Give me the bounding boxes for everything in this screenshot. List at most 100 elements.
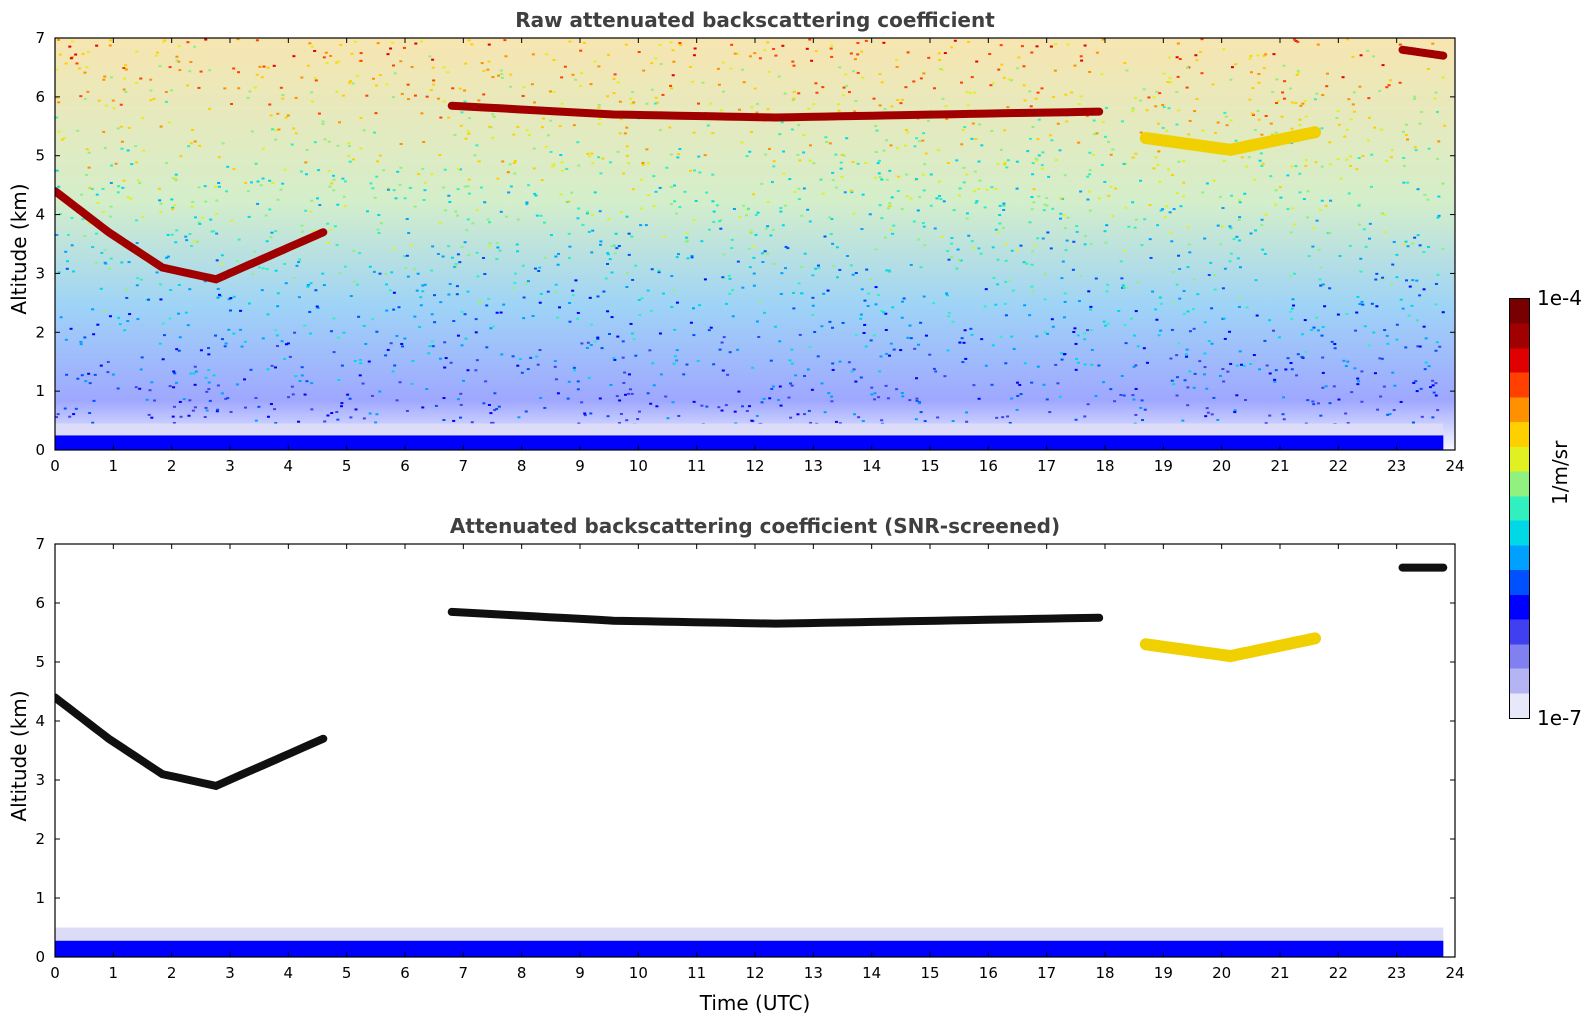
noise-speck bbox=[733, 410, 737, 413]
x-tick-label: 3 bbox=[225, 457, 235, 475]
noise-speck bbox=[1264, 422, 1268, 425]
noise-speck bbox=[1074, 342, 1078, 345]
noise-speck bbox=[886, 397, 890, 400]
noise-speck bbox=[1083, 234, 1087, 237]
noise-speck bbox=[327, 169, 331, 172]
noise-speck bbox=[1379, 128, 1383, 131]
noise-speck bbox=[977, 397, 981, 400]
noise-speck bbox=[908, 399, 912, 402]
noise-speck bbox=[274, 129, 278, 132]
noise-speck bbox=[1404, 240, 1408, 243]
noise-speck bbox=[916, 209, 920, 212]
noise-speck bbox=[1056, 382, 1060, 385]
noise-speck bbox=[1103, 135, 1107, 138]
noise-speck bbox=[721, 90, 725, 93]
noise-speck bbox=[671, 49, 675, 52]
noise-speck bbox=[1293, 223, 1297, 226]
noise-speck bbox=[1065, 239, 1069, 242]
noise-speck bbox=[455, 214, 459, 217]
noise-speck bbox=[853, 413, 857, 416]
noise-speck bbox=[391, 41, 395, 44]
noise-speck bbox=[228, 309, 232, 312]
noise-speck bbox=[135, 284, 139, 287]
noise-speck bbox=[1105, 106, 1109, 109]
noise-speck bbox=[91, 246, 95, 249]
noise-speck bbox=[232, 295, 236, 298]
noise-speck bbox=[619, 118, 623, 121]
noise-speck bbox=[493, 409, 497, 412]
noise-speck bbox=[962, 341, 966, 344]
noise-speck bbox=[784, 245, 788, 248]
noise-speck bbox=[720, 409, 724, 412]
noise-speck bbox=[276, 292, 280, 295]
noise-speck bbox=[670, 275, 674, 278]
noise-speck bbox=[433, 321, 437, 324]
noise-speck bbox=[341, 94, 345, 97]
noise-speck bbox=[1079, 275, 1083, 278]
noise-speck bbox=[1229, 252, 1233, 255]
noise-speck bbox=[630, 392, 634, 395]
noise-speck bbox=[147, 413, 151, 416]
noise-speck bbox=[1388, 79, 1392, 82]
noise-speck bbox=[399, 60, 403, 63]
noise-speck bbox=[764, 153, 768, 156]
noise-speck bbox=[297, 420, 301, 423]
noise-speck bbox=[960, 81, 964, 84]
noise-speck bbox=[1097, 197, 1101, 200]
noise-speck bbox=[491, 136, 495, 139]
noise-speck bbox=[1359, 270, 1363, 273]
noise-speck bbox=[1114, 187, 1118, 190]
noise-speck bbox=[724, 302, 728, 305]
noise-speck bbox=[459, 416, 463, 419]
noise-speck bbox=[1175, 394, 1179, 397]
noise-speck bbox=[148, 389, 152, 392]
noise-speck bbox=[1088, 169, 1092, 172]
noise-speck bbox=[1352, 110, 1356, 113]
noise-speck bbox=[895, 388, 899, 391]
noise-speck bbox=[315, 197, 319, 200]
noise-speck bbox=[1035, 159, 1039, 162]
noise-speck bbox=[880, 81, 884, 84]
noise-speck bbox=[283, 262, 287, 265]
noise-speck bbox=[593, 60, 597, 63]
noise-speck bbox=[792, 97, 796, 100]
noise-speck bbox=[719, 109, 723, 112]
noise-speck bbox=[854, 333, 858, 336]
noise-speck bbox=[1213, 274, 1217, 277]
noise-speck bbox=[276, 198, 280, 201]
cloud-layer-1 bbox=[55, 187, 328, 284]
noise-speck bbox=[1161, 208, 1165, 211]
noise-speck bbox=[1372, 331, 1376, 334]
noise-speck bbox=[802, 151, 806, 154]
noise-speck bbox=[768, 397, 772, 400]
noise-speck bbox=[526, 280, 530, 283]
noise-speck bbox=[531, 53, 535, 56]
noise-speck bbox=[1280, 115, 1284, 118]
noise-speck bbox=[1313, 98, 1317, 101]
noise-speck bbox=[488, 242, 492, 245]
noise-speck bbox=[806, 368, 810, 371]
noise-speck bbox=[1258, 159, 1262, 162]
noise-speck bbox=[524, 410, 528, 413]
noise-speck bbox=[397, 306, 401, 309]
noise-speck bbox=[887, 354, 891, 357]
noise-speck bbox=[506, 171, 510, 174]
noise-speck bbox=[375, 330, 379, 333]
noise-speck bbox=[1036, 365, 1040, 368]
noise-speck bbox=[484, 380, 488, 383]
noise-speck bbox=[1210, 413, 1214, 416]
noise-speck bbox=[375, 413, 379, 416]
noise-speck bbox=[899, 102, 903, 105]
noise-speck bbox=[658, 186, 662, 189]
noise-speck bbox=[260, 76, 264, 79]
noise-speck bbox=[59, 316, 63, 319]
noise-speck bbox=[1325, 72, 1329, 75]
noise-speck bbox=[1239, 363, 1243, 366]
noise-speck bbox=[543, 406, 547, 409]
noise-speck bbox=[1156, 163, 1160, 166]
noise-speck bbox=[945, 117, 949, 120]
noise-speck bbox=[467, 39, 471, 42]
noise-speck bbox=[1078, 300, 1082, 303]
noise-speck bbox=[393, 364, 397, 367]
noise-speck bbox=[1109, 153, 1113, 156]
